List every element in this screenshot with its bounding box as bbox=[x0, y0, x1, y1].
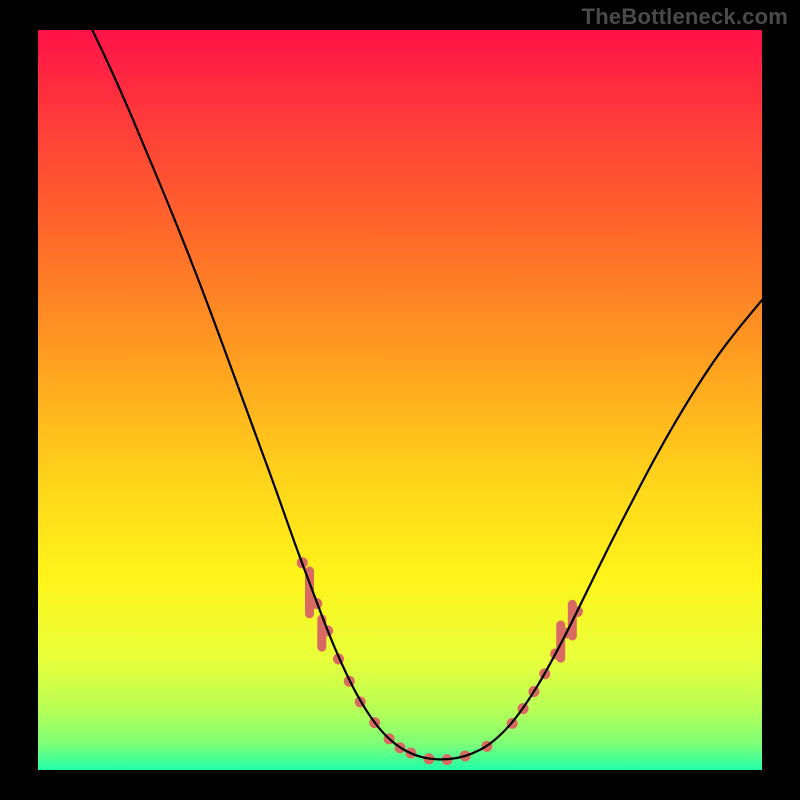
chart-plot-area bbox=[38, 30, 762, 770]
watermark-text: TheBottleneck.com bbox=[582, 4, 788, 30]
bottleneck-chart bbox=[0, 0, 800, 800]
